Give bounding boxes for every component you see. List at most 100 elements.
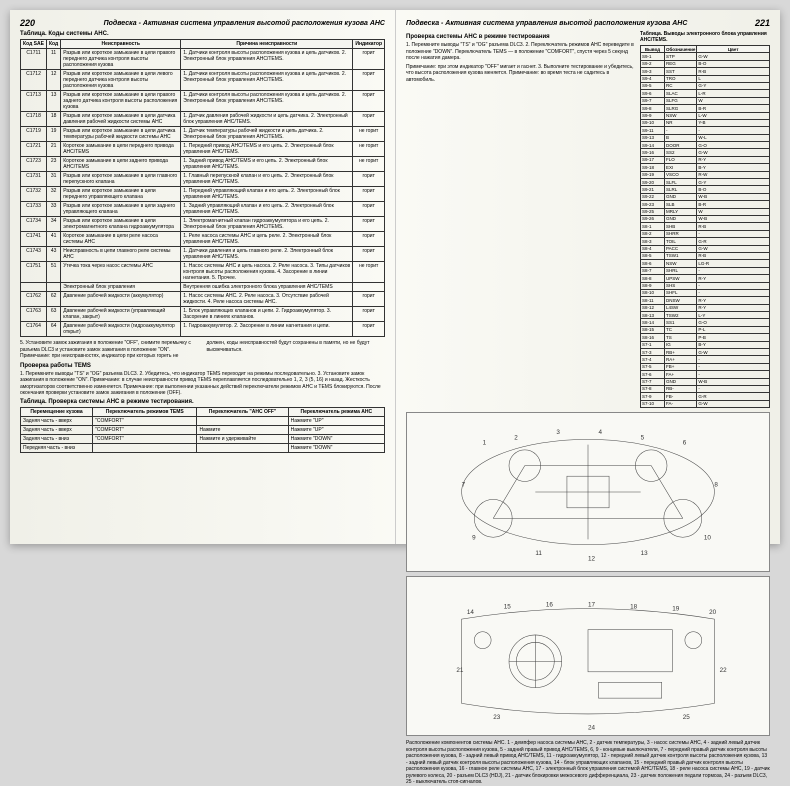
table-row: Задняя часть - вверх"COMFORT"НажмитеНажм… (21, 425, 385, 434)
table-row: C173232Разрыв или короткое замыкание в ц… (21, 187, 385, 202)
table-row: C173434Разрыв или короткое замыкание в ц… (21, 217, 385, 232)
svg-text:15: 15 (504, 604, 512, 611)
dashboard-diagram: 14151617181920 2122 232425 (406, 576, 770, 736)
table-row: S8-7SHRL- (641, 267, 770, 274)
table-row: S8-11DNSWR-Y (641, 297, 770, 304)
table-header: Код SAE (21, 40, 47, 49)
table-row: C172121Короткое замыкание в цепи передне… (21, 142, 385, 157)
table-row: S9-25MRLYW (641, 208, 770, 215)
table-header: Переключатель режима AHC (288, 407, 384, 416)
table-row: S7-6FA+- (641, 371, 770, 378)
svg-text:24: 24 (588, 725, 596, 732)
table-row: C174141Короткое замыкание в цепи реле на… (21, 232, 385, 247)
table-row: S8-13TSW2L-Y (641, 312, 770, 319)
svg-text:20: 20 (709, 609, 717, 616)
table-row: S9-3SSTR-B (641, 68, 770, 75)
svg-text:22: 22 (720, 667, 728, 674)
table-row: S9-11-- (641, 127, 770, 134)
color-table: ВыводОбозначениеЦвет S9-1STPG-WS9-2REGB-… (640, 45, 770, 408)
table-row: S8-1SHBR-B (641, 223, 770, 230)
table-row: S7-1IGB-Y (641, 341, 770, 348)
table-header: Индикатор (353, 40, 385, 49)
table-row: C176464Давление рабочей жидкости (гидроа… (21, 322, 385, 337)
table-row: S9-13BW-L (641, 134, 770, 141)
table-row: S9-6SLACL-R (641, 90, 770, 97)
table-row: S8-8UPSWR-Y (641, 275, 770, 282)
table-row: S9-10NRY-B (641, 119, 770, 126)
table-row: Электронный блок управленияВнутренняя ош… (21, 283, 385, 292)
table-row: Задняя часть - вниз"COMFORT"Нажмите и уд… (21, 434, 385, 443)
svg-text:21: 21 (456, 667, 464, 674)
page-number-right: 221 (755, 18, 770, 28)
table-row: S8-15TCP-L (641, 326, 770, 333)
table-row: Задняя часть - вверх"COMFORT"Нажмите "UP… (21, 416, 385, 425)
table-header: Перемещение кузова (21, 407, 93, 416)
table-row: C171212Разрыв или короткое замыкание в ц… (21, 70, 385, 91)
suspension-diagram: 123456 78910 111213 (406, 412, 770, 572)
svg-text:16: 16 (546, 602, 554, 609)
svg-text:5: 5 (641, 434, 645, 441)
svg-text:1: 1 (483, 440, 487, 447)
book-spread: 220 Подвеска - Активная система управлен… (10, 10, 780, 544)
table-row: S7-9FB-G-R (641, 393, 770, 400)
svg-text:7: 7 (462, 482, 466, 489)
table-row: C171919Разрыв или короткое замыкание в ц… (21, 127, 385, 142)
table-row: S7-4RA+- (641, 356, 770, 363)
table-row: S7-5FB+- (641, 363, 770, 370)
table-row: S7-7GNDW-B (641, 378, 770, 385)
table-row: C175151Утечка тока через насос системы A… (21, 262, 385, 283)
svg-text:10: 10 (704, 535, 712, 542)
svg-text:19: 19 (672, 606, 680, 613)
table-row: S8-10SHFL- (641, 289, 770, 296)
left-page: 220 Подвеска - Активная система управлен… (10, 10, 395, 544)
note-text: Примечание: при этом индикатор "OFF" миг… (406, 64, 634, 84)
table-header: Цвет (697, 46, 770, 53)
table-row: S8-5TSW1R-B (641, 252, 770, 259)
table-row: C174343Неисправность в цепи главного рел… (21, 247, 385, 262)
table-row: C173131Разрыв или короткое замыкание в ц… (21, 172, 385, 187)
svg-text:6: 6 (683, 440, 687, 447)
svg-text:9: 9 (472, 535, 476, 542)
header-title-right: Подвеска - Активная система управления в… (406, 20, 687, 27)
table-row: S9-8SLRGB-R (641, 105, 770, 112)
table-row: S9-23SLBB-R (641, 201, 770, 208)
table-row: S8-16TSP-B (641, 334, 770, 341)
table-row: C173333Разрыв или короткое замыкание в ц… (21, 202, 385, 217)
table-row: C171313Разрыв или короткое замыкание в ц… (21, 91, 385, 112)
table-row: S9-21SLRLB-O (641, 186, 770, 193)
ahc-table: Перемещение кузоваПереключатель режимов … (20, 407, 385, 453)
table-row: S8-12L4SWR-Y (641, 304, 770, 311)
tems-text: 1. Перемкните выводы "TS" и "OG" разъема… (20, 371, 385, 397)
table-row: S8-3TOILG-R (641, 238, 770, 245)
table-row: S8-4PACCG-W (641, 245, 770, 252)
svg-text:12: 12 (588, 556, 596, 563)
svg-text:4: 4 (599, 429, 603, 436)
left-header: 220 Подвеска - Активная система управлен… (20, 18, 385, 28)
table-title: Таблица. Коды системы AHC. (20, 31, 385, 37)
table-header: Обозначение (665, 46, 697, 53)
table-row: S9-20SLFLG-Y (641, 179, 770, 186)
table-row: S7-8RB-- (641, 385, 770, 392)
svg-text:17: 17 (588, 602, 596, 609)
table-row: S8-14SS1G-O (641, 319, 770, 326)
table-row: S9-7SLFGW (641, 97, 770, 104)
check-text: 1. Перемкните выводы "TS" и "OG" разъема… (406, 42, 634, 62)
table-row: S9-26GNDW-B (641, 215, 770, 222)
table-header: Неисправность (61, 40, 181, 49)
table-row: S9-9NSWL-W (641, 112, 770, 119)
page-number-left: 220 (20, 18, 35, 28)
footnote: 5. Установите замок зажигания в положени… (20, 340, 385, 360)
table-row: S9-16SS2G-W (641, 149, 770, 156)
codes-table: Код SAEКодНеисправностьПричина неисправн… (20, 39, 385, 337)
table-row: Передняя часть - внизНажмите "DOWN" (21, 443, 385, 452)
svg-text:18: 18 (630, 604, 638, 611)
table-row: S9-17FLOR-Y (641, 156, 770, 163)
table-row: S9-14DOORG-O (641, 142, 770, 149)
svg-text:3: 3 (556, 429, 560, 436)
check-title: Проверка системы AHC в режиме тестирован… (406, 34, 634, 40)
right-page: Подвеска - Активная система управления в… (395, 10, 780, 544)
table-row: C176363Давление рабочей жидкости (управл… (21, 307, 385, 322)
table-row: S8-2SHRR- (641, 230, 770, 237)
table-row: S9-4TROL (641, 75, 770, 82)
table-row: C176262Давление рабочей жидкости (аккуму… (21, 292, 385, 307)
